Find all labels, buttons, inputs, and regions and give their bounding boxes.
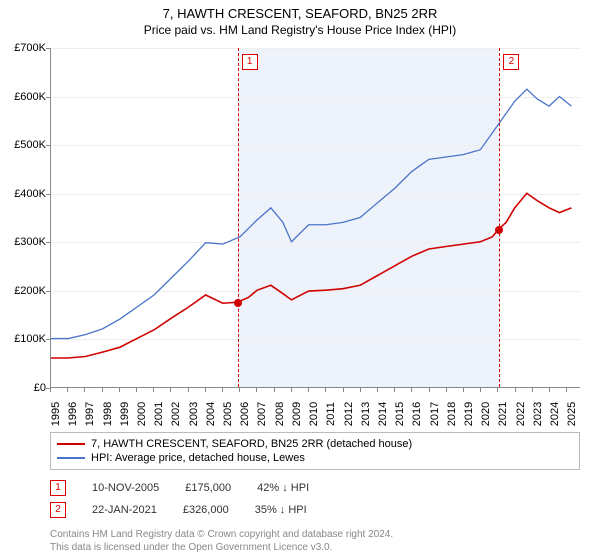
- y-axis-tick-label: £300K: [2, 236, 46, 248]
- sale-marker: [234, 299, 242, 307]
- x-axis-tick-label: 2022: [515, 402, 527, 426]
- transaction-date: 22-JAN-2021: [92, 504, 157, 516]
- page-title: 7, HAWTH CRESCENT, SEAFORD, BN25 2RR: [0, 0, 600, 21]
- chart-area: 12 £0£100K£200K£300K£400K£500K£600K£700K…: [50, 48, 580, 388]
- transaction-row: 1 10-NOV-2005 £175,000 42% ↓ HPI: [50, 480, 309, 496]
- plot-box: 12: [50, 48, 580, 388]
- transaction-date: 10-NOV-2005: [92, 482, 159, 494]
- x-axis-tick-label: 2007: [256, 402, 268, 426]
- transaction-delta: 42% ↓ HPI: [257, 482, 309, 494]
- x-axis-tick-label: 2020: [480, 402, 492, 426]
- line-series: [51, 48, 580, 387]
- y-axis-tick-label: £500K: [2, 139, 46, 151]
- legend-label: 7, HAWTH CRESCENT, SEAFORD, BN25 2RR (de…: [91, 438, 412, 450]
- x-axis-tick-label: 2004: [205, 402, 217, 426]
- y-axis-tick-label: £700K: [2, 42, 46, 54]
- transaction-flag: 1: [50, 480, 66, 496]
- x-axis-tick-label: 2006: [239, 402, 251, 426]
- x-axis-tick-label: 2014: [377, 402, 389, 426]
- legend: 7, HAWTH CRESCENT, SEAFORD, BN25 2RR (de…: [50, 432, 580, 470]
- transaction-flag: 2: [50, 502, 66, 518]
- x-axis-tick-label: 2016: [411, 402, 423, 426]
- y-axis-tick-label: £0: [2, 382, 46, 394]
- x-axis-tick-label: 2013: [360, 402, 372, 426]
- y-axis-tick-label: £100K: [2, 333, 46, 345]
- x-axis-tick-label: 2015: [394, 402, 406, 426]
- event-flag: 1: [242, 54, 258, 70]
- legend-swatch: [57, 457, 85, 459]
- legend-swatch: [57, 443, 85, 445]
- x-axis-tick-label: 2018: [446, 402, 458, 426]
- sale-marker: [495, 226, 503, 234]
- x-axis-tick-label: 1997: [84, 402, 96, 426]
- transaction-row: 2 22-JAN-2021 £326,000 35% ↓ HPI: [50, 502, 307, 518]
- event-flag: 2: [503, 54, 519, 70]
- x-axis-tick-label: 2025: [566, 402, 578, 426]
- x-axis-tick-label: 1999: [119, 402, 131, 426]
- x-axis-tick-label: 2009: [291, 402, 303, 426]
- y-axis-tick-label: £600K: [2, 91, 46, 103]
- x-axis-tick-label: 2017: [429, 402, 441, 426]
- transaction-price: £326,000: [183, 504, 229, 516]
- x-axis-tick-label: 2019: [463, 402, 475, 426]
- event-vline: [499, 48, 500, 387]
- x-axis-tick-label: 2012: [343, 402, 355, 426]
- x-axis-tick-label: 2024: [549, 402, 561, 426]
- footer: Contains HM Land Registry data © Crown c…: [50, 528, 393, 554]
- x-axis-tick-label: 2021: [497, 402, 509, 426]
- transaction-delta: 35% ↓ HPI: [255, 504, 307, 516]
- series-line-hpi: [51, 89, 571, 338]
- x-axis-tick-label: 2005: [222, 402, 234, 426]
- x-axis-tick-label: 1996: [67, 402, 79, 426]
- legend-row: HPI: Average price, detached house, Lewe…: [57, 451, 573, 465]
- footer-line: Contains HM Land Registry data © Crown c…: [50, 528, 393, 541]
- x-axis-tick-label: 1998: [102, 402, 114, 426]
- legend-row: 7, HAWTH CRESCENT, SEAFORD, BN25 2RR (de…: [57, 437, 573, 451]
- x-axis-tick-label: 2010: [308, 402, 320, 426]
- event-vline: [238, 48, 239, 387]
- legend-label: HPI: Average price, detached house, Lewe…: [91, 452, 305, 464]
- x-axis-tick-label: 2003: [188, 402, 200, 426]
- x-axis-tick-label: 2008: [274, 402, 286, 426]
- x-axis-tick-label: 1995: [50, 402, 62, 426]
- y-axis-tick-label: £200K: [2, 285, 46, 297]
- footer-line: This data is licensed under the Open Gov…: [50, 541, 393, 554]
- x-axis-tick-label: 2001: [153, 402, 165, 426]
- y-axis-tick-label: £400K: [2, 188, 46, 200]
- x-axis-tick-label: 2011: [325, 402, 337, 426]
- x-axis-tick-label: 2002: [170, 402, 182, 426]
- transaction-price: £175,000: [185, 482, 231, 494]
- x-axis-tick-label: 2000: [136, 402, 148, 426]
- series-line-price_paid: [51, 193, 571, 358]
- page-subtitle: Price paid vs. HM Land Registry's House …: [0, 21, 600, 37]
- x-axis-tick-label: 2023: [532, 402, 544, 426]
